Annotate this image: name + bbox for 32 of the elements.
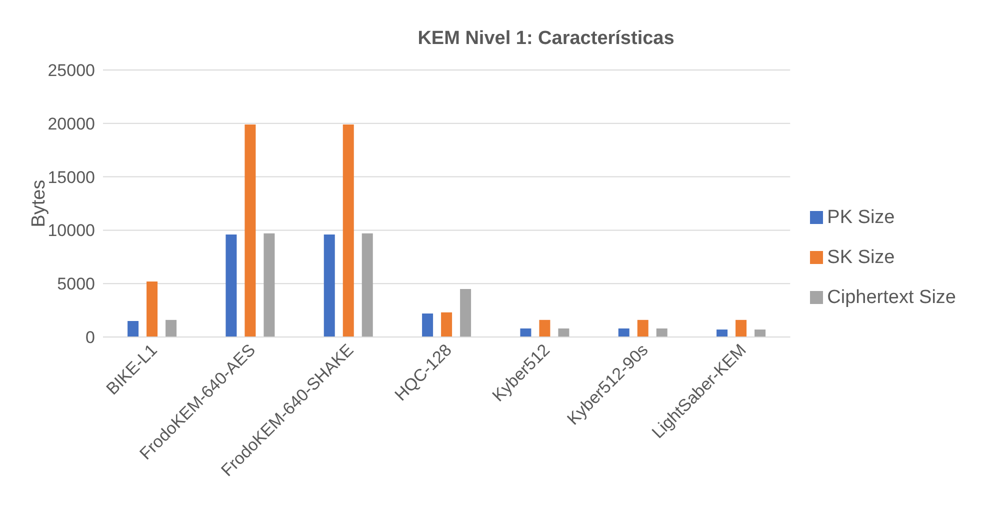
bar bbox=[128, 320, 139, 337]
y-tick-label: 0 bbox=[86, 328, 95, 348]
y-axis-title: Bytes bbox=[28, 180, 50, 228]
y-tick-label: 20000 bbox=[48, 114, 95, 134]
bar bbox=[362, 233, 373, 337]
y-tick-label: 5000 bbox=[57, 274, 95, 294]
bar bbox=[754, 330, 766, 337]
bar bbox=[324, 234, 335, 337]
bar bbox=[146, 281, 158, 337]
legend-label: SK Size bbox=[827, 246, 895, 268]
y-tick-label: 25000 bbox=[48, 61, 95, 80]
bar bbox=[716, 330, 728, 337]
bar bbox=[558, 328, 570, 337]
bar bbox=[441, 312, 452, 337]
legend-label: Ciphertext Size bbox=[827, 286, 956, 308]
bar bbox=[618, 328, 630, 337]
bar bbox=[166, 320, 177, 337]
legend-label: PK Size bbox=[827, 206, 895, 228]
bar bbox=[422, 314, 434, 337]
chart-title: KEM Nivel 1: Características bbox=[416, 28, 676, 50]
bar bbox=[264, 233, 275, 337]
bar bbox=[736, 320, 747, 337]
bar bbox=[656, 328, 668, 337]
y-tick-label: 15000 bbox=[48, 168, 95, 187]
y-tick-label: 10000 bbox=[48, 221, 95, 240]
bar bbox=[520, 328, 532, 337]
bar bbox=[637, 320, 648, 337]
bar bbox=[539, 320, 550, 337]
bar bbox=[226, 234, 237, 337]
bar bbox=[342, 124, 354, 337]
bar bbox=[460, 288, 472, 337]
bar bbox=[244, 124, 256, 337]
